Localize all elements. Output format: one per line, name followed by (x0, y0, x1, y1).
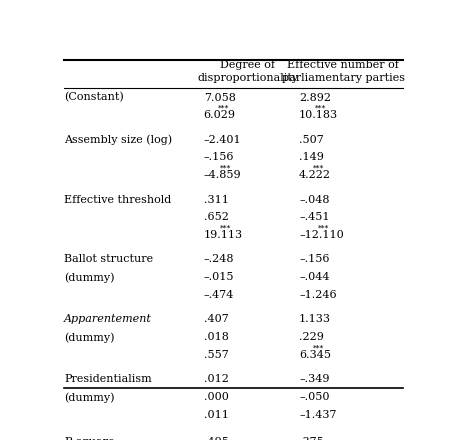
Text: 1.133: 1.133 (298, 315, 330, 324)
Text: –.048: –.048 (298, 194, 329, 205)
Text: –.015: –.015 (203, 272, 234, 282)
Text: Effective threshold: Effective threshold (64, 194, 171, 205)
Text: .507: .507 (298, 135, 323, 144)
Text: –4.859: –4.859 (203, 170, 241, 180)
Text: –.349: –.349 (298, 374, 329, 385)
Text: 6.029: 6.029 (203, 110, 235, 121)
Text: Presidentialism: Presidentialism (64, 374, 152, 385)
Text: .557: .557 (203, 350, 228, 360)
Text: –.474: –.474 (203, 290, 233, 301)
Text: –.451: –.451 (298, 213, 329, 223)
Text: –.050: –.050 (298, 392, 329, 402)
Text: 19.113: 19.113 (203, 231, 242, 240)
Text: .149: .149 (298, 153, 323, 162)
Text: .229: .229 (298, 332, 323, 342)
Text: .000: .000 (203, 392, 228, 402)
Text: Ballot structure: Ballot structure (64, 254, 153, 264)
Text: R-square: R-square (64, 437, 114, 440)
Text: .375: .375 (298, 437, 323, 440)
Text: (Constant): (Constant) (64, 92, 124, 103)
Text: ***: *** (217, 105, 228, 113)
Text: –.044: –.044 (298, 272, 329, 282)
Text: 4.222: 4.222 (298, 170, 330, 180)
Text: .407: .407 (203, 315, 228, 324)
Text: –2.401: –2.401 (203, 135, 241, 144)
Text: 2.892: 2.892 (298, 92, 330, 103)
Text: (dummy): (dummy) (64, 392, 114, 403)
Text: ***: *** (219, 165, 231, 172)
Text: 6.345: 6.345 (298, 350, 330, 360)
Text: Effective number of
parliamentary parties: Effective number of parliamentary partie… (281, 60, 404, 83)
Text: –.156: –.156 (203, 153, 234, 162)
Text: .011: .011 (203, 411, 228, 420)
Text: .311: .311 (203, 194, 228, 205)
Text: .652: .652 (203, 213, 228, 223)
Text: (dummy): (dummy) (64, 272, 114, 283)
Text: –.156: –.156 (298, 254, 329, 264)
Text: –.248: –.248 (203, 254, 234, 264)
Text: –1.246: –1.246 (298, 290, 336, 301)
Text: 10.183: 10.183 (298, 110, 338, 121)
Text: .018: .018 (203, 332, 228, 342)
Text: Degree of
disproportionality: Degree of disproportionality (197, 60, 298, 83)
Text: ***: *** (317, 224, 328, 233)
Text: .495: .495 (203, 437, 228, 440)
Text: 7.058: 7.058 (203, 92, 235, 103)
Text: –1.437: –1.437 (298, 411, 336, 420)
Text: ***: *** (314, 105, 326, 113)
Text: (dummy): (dummy) (64, 332, 114, 343)
Text: ***: *** (312, 165, 324, 172)
Text: Apparentement: Apparentement (64, 315, 152, 324)
Text: –12.110: –12.110 (298, 231, 343, 240)
Text: Assembly size (log): Assembly size (log) (64, 134, 172, 145)
Text: .012: .012 (203, 374, 228, 385)
Text: ***: *** (219, 224, 231, 233)
Text: ***: *** (312, 345, 324, 352)
